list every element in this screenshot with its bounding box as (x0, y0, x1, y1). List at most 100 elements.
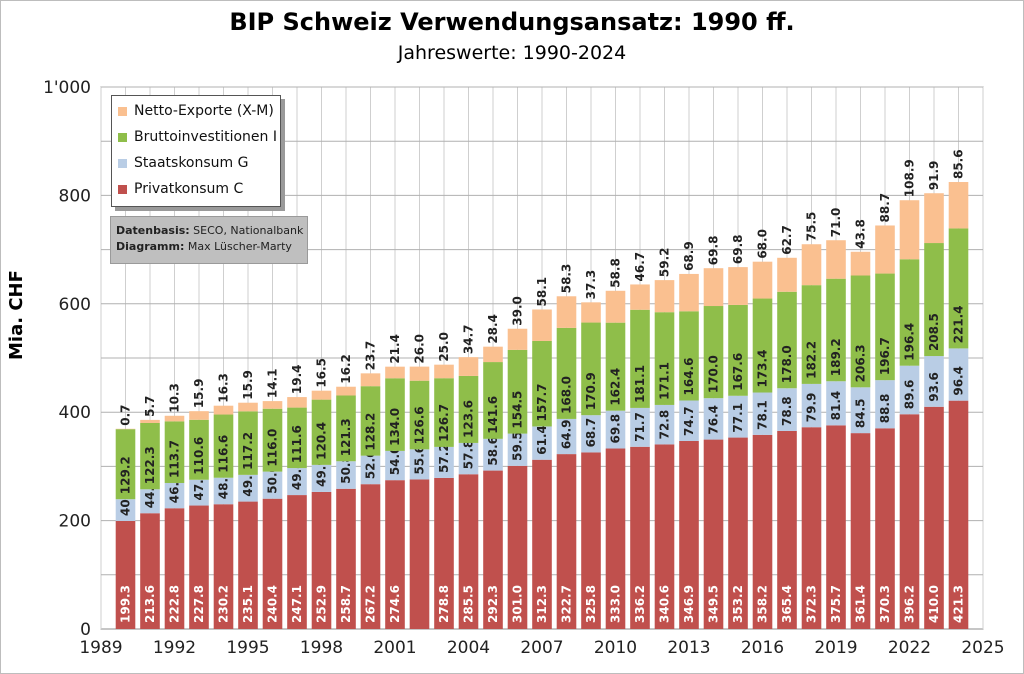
data-label: 69.8 (731, 234, 745, 264)
data-label: 15.9 (241, 370, 255, 400)
source-data-label: Datenbasis: (116, 224, 190, 237)
bar-segment (140, 513, 160, 629)
legend-label: Netto-Exporte (X-M) (134, 103, 274, 119)
bar-segment (850, 387, 871, 434)
data-label: 157.7 (535, 383, 549, 421)
data-label: 58.3 (560, 264, 574, 294)
bar-segment (924, 356, 944, 407)
bar-segment (679, 311, 699, 401)
bar-segment (777, 257, 797, 292)
data-label: 333.0 (609, 585, 623, 623)
bar-segment (360, 386, 381, 456)
data-label: 16.3 (217, 373, 231, 403)
bar-segment (703, 268, 724, 307)
data-label: 10.3 (168, 383, 182, 413)
bar-segment (140, 422, 160, 490)
bar-segment (654, 280, 675, 313)
data-label: 162.4 (609, 368, 623, 406)
data-label: 285.5 (462, 585, 476, 623)
bar-segment (483, 362, 503, 439)
data-label: 50.8 (339, 454, 353, 484)
data-label: 170.0 (707, 355, 721, 393)
bar-segment (385, 450, 405, 481)
bar-segment (336, 461, 356, 489)
data-label: 57.2 (437, 443, 451, 473)
bar-segment (385, 480, 405, 629)
bar-segment (213, 414, 234, 478)
data-label: 170.9 (584, 372, 598, 410)
bar-segment (703, 306, 724, 399)
data-label: 171.1 (658, 362, 672, 400)
data-label: 69.8 (609, 414, 623, 444)
bar-segment (850, 275, 871, 388)
source-line-data: Datenbasis: SECO, Nationalbank (116, 224, 303, 237)
x-tick-label: 2016 (741, 638, 784, 658)
legend-label: Bruttoinvestitionen I (134, 129, 277, 145)
x-tick-label: 2010 (594, 638, 637, 658)
data-label: 196.4 (903, 323, 917, 361)
bar-segment (899, 259, 920, 366)
source-chart-label: Diagramm: (116, 240, 185, 253)
bar-segment (924, 406, 944, 629)
data-label: 46.7 (633, 252, 647, 282)
data-label: 68.7 (584, 418, 598, 448)
bar-segment (875, 428, 895, 629)
bar-segment (189, 479, 209, 506)
bar-segment (532, 426, 552, 460)
bar-segment (360, 484, 381, 629)
legend-label: Privatkonsum C (134, 181, 244, 197)
data-label: 178.0 (780, 345, 794, 383)
bar-segment (948, 400, 969, 629)
bar-segment (434, 446, 454, 478)
y-tick-label: 600 (59, 295, 91, 315)
bar-segment (532, 459, 552, 629)
data-label: 361.4 (854, 585, 868, 623)
bar-segment (581, 452, 601, 629)
data-label: 325.8 (584, 585, 598, 623)
bar-segment (213, 405, 234, 415)
bar-segment (605, 290, 626, 323)
data-label: 121.3 (339, 418, 353, 456)
data-label: 58.8 (609, 258, 623, 288)
data-label: 88.8 (878, 394, 892, 424)
data-label: 116.6 (217, 435, 231, 473)
bar-segment (238, 501, 258, 629)
data-label: 370.3 (878, 585, 892, 623)
bar-segment (924, 243, 944, 357)
data-label: 78.8 (780, 396, 794, 426)
bar-segment (189, 419, 209, 480)
bar-segment (826, 381, 846, 426)
x-tick-label: 2019 (814, 638, 857, 658)
data-label: 34.7 (462, 325, 476, 355)
bar-segment (630, 284, 650, 310)
chart-legend: Netto-Exporte (X-M) Bruttoinvestitionen … (111, 95, 281, 207)
data-label: 278.8 (437, 585, 451, 623)
data-label: 372.3 (805, 585, 819, 623)
data-label: 61.4 (535, 425, 549, 455)
bar-segment (899, 365, 920, 415)
bar-segment (336, 386, 356, 396)
bar-segment (164, 508, 185, 629)
data-label: 72.8 (658, 410, 672, 440)
data-label: 59.5 (511, 431, 525, 461)
bar-segment (826, 425, 846, 629)
bar-segment (875, 225, 895, 274)
bar-segment (801, 427, 822, 629)
bar-segment (605, 448, 626, 629)
y-tick-label: 1'000 (43, 78, 91, 98)
bar-segment (287, 468, 307, 496)
bar-segment (703, 398, 724, 440)
bar-segment (287, 495, 307, 629)
legend-swatch (118, 184, 127, 194)
data-label: 353.2 (731, 585, 745, 623)
bar-segment (483, 438, 503, 471)
x-tick-label: 2013 (667, 638, 710, 658)
data-label: 340.6 (658, 585, 672, 623)
data-label: 116.0 (266, 429, 280, 467)
bar-segment (777, 388, 797, 431)
bar-segment (115, 499, 136, 521)
bar-segment (458, 474, 479, 629)
data-label: 78.1 (756, 400, 770, 430)
x-tick-label: 1992 (153, 638, 196, 658)
bar-segment (483, 346, 503, 363)
